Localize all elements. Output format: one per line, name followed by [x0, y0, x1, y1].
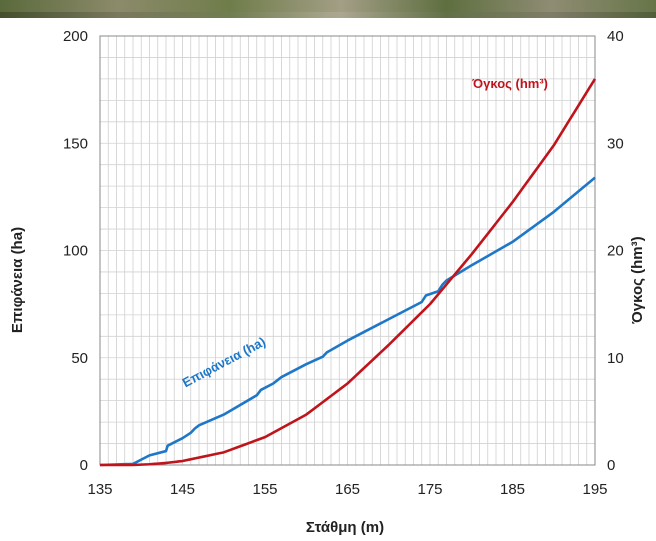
- series-lines: [99, 78, 597, 467]
- y-tick-label-right: 20: [607, 243, 624, 260]
- y-tick-label-right: 0: [607, 457, 615, 474]
- volume-series-line: [100, 78, 597, 467]
- x-tick-label: 135: [87, 481, 112, 498]
- x-tick-label: 185: [500, 481, 525, 498]
- photo-strip: [0, 0, 656, 18]
- tick-labels: 135 145 155 165 175 185 1950501001502000102030…: [63, 28, 624, 498]
- x-tick-label: 155: [252, 481, 277, 498]
- y-tick-label-left: 50: [71, 350, 88, 367]
- y-axis-title-left: Επιφάνεια (ha): [9, 227, 26, 333]
- y-tick-label-right: 10: [607, 350, 624, 367]
- y-tick-label-right: 40: [607, 28, 624, 45]
- x-tick-label: 175: [417, 481, 442, 498]
- plot-frame: [99, 35, 596, 466]
- grid: [100, 36, 595, 465]
- area-series-line: [99, 176, 596, 467]
- y-tick-label-left: 200: [63, 28, 88, 45]
- x-tick-label: 195: [582, 481, 607, 498]
- y-axis-title-right: Όγκος (hm³): [629, 236, 646, 324]
- x-axis-title: Στάθμη (m): [306, 519, 384, 536]
- y-tick-label-left: 0: [80, 457, 88, 474]
- y-tick-label-right: 30: [607, 135, 624, 152]
- volume-series-label: Όγκος (hm³): [471, 76, 548, 91]
- y-tick-label-left: 100: [63, 243, 88, 260]
- y-tick-label-left: 150: [63, 135, 88, 152]
- x-tick-label: 145: [170, 481, 195, 498]
- x-tick-label: 165: [335, 481, 360, 498]
